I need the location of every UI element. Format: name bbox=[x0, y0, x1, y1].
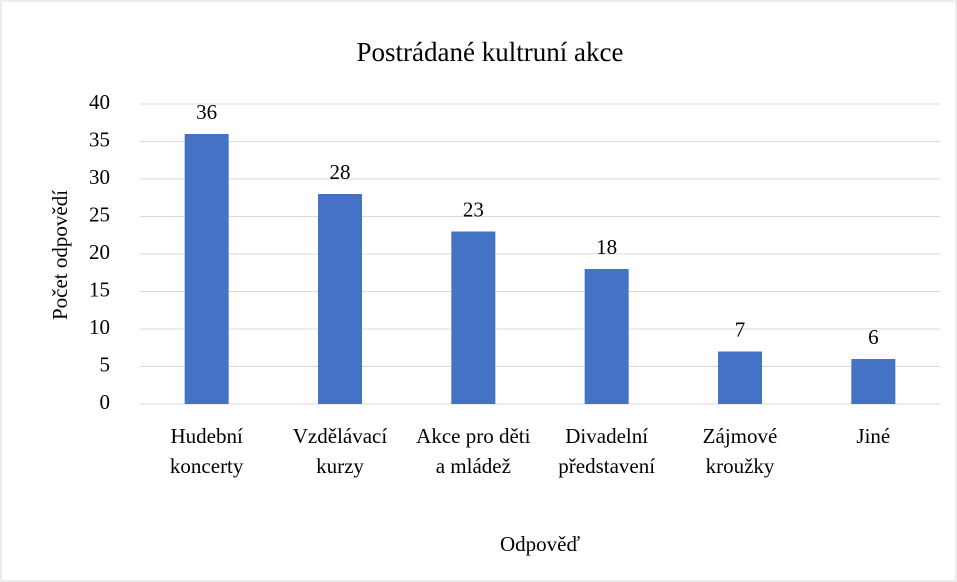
y-tick-label: 35 bbox=[89, 127, 110, 151]
bar bbox=[584, 269, 629, 404]
bar bbox=[318, 194, 362, 404]
data-label: 18 bbox=[596, 235, 617, 259]
data-label: 6 bbox=[868, 325, 879, 349]
y-tick-label: 10 bbox=[89, 315, 110, 339]
x-tick-label: Vzdělávací kurzy bbox=[293, 424, 388, 478]
y-tick-label: 20 bbox=[89, 240, 110, 264]
x-axis-title: Odpověď bbox=[500, 532, 580, 556]
y-tick-label: 5 bbox=[100, 352, 111, 376]
data-label: 7 bbox=[735, 317, 746, 341]
bar bbox=[451, 231, 496, 404]
bar bbox=[184, 134, 229, 404]
x-tick-label: Jiné bbox=[856, 424, 890, 448]
y-tick-label: 25 bbox=[89, 202, 110, 226]
chart-title: Postrádané kultruní akce bbox=[357, 37, 624, 67]
x-tick-label: Akce pro děti a mládež bbox=[416, 424, 530, 478]
bar bbox=[718, 351, 762, 404]
x-tick-label: Hudební koncerty bbox=[170, 424, 244, 478]
x-tick-label: Divadelní představení bbox=[558, 424, 655, 478]
y-tick-label: 40 bbox=[89, 90, 110, 114]
y-axis-title: Počet odpovědí bbox=[48, 190, 72, 320]
y-tick-label: 15 bbox=[89, 277, 110, 301]
x-tick-label: Zájmové kroužky bbox=[703, 424, 778, 478]
y-tick-label: 30 bbox=[89, 165, 110, 189]
bar bbox=[851, 359, 896, 404]
data-label: 28 bbox=[330, 160, 351, 184]
data-label: 36 bbox=[196, 100, 217, 124]
y-tick-label: 0 bbox=[100, 390, 111, 414]
data-label: 23 bbox=[463, 197, 484, 221]
